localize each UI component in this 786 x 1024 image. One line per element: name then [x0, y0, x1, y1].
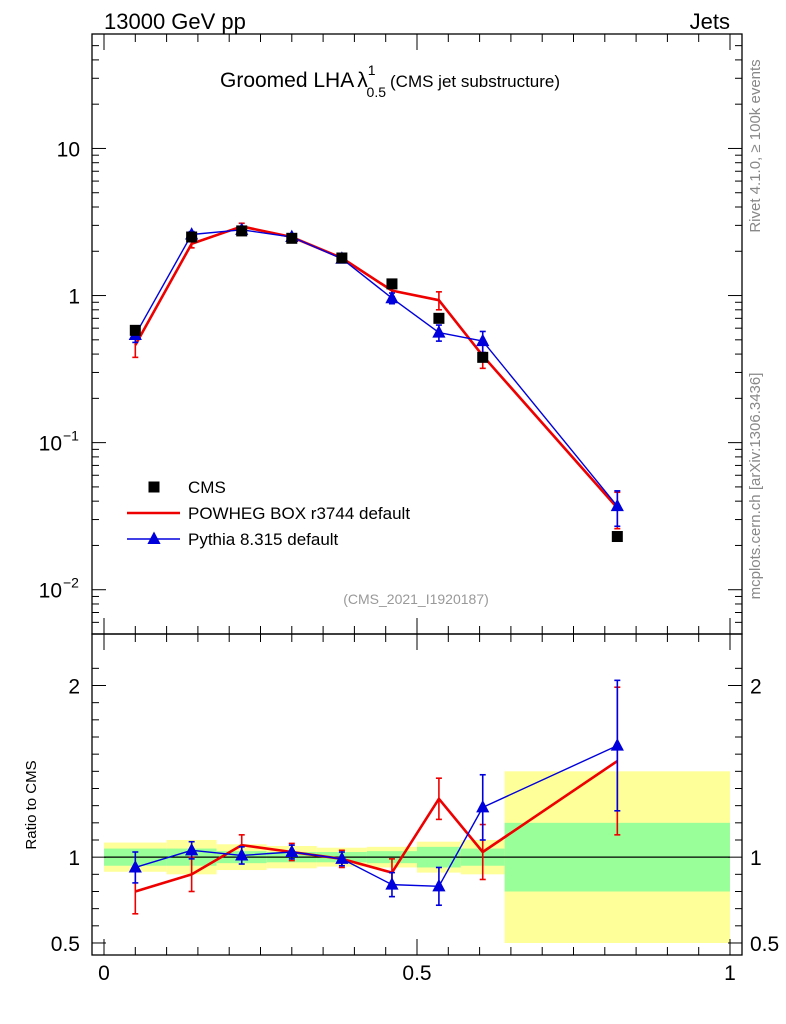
ratio-y-tick-label: 1 — [68, 847, 80, 870]
cms-point — [611, 531, 623, 543]
ratio-ylabel: Ratio to CMS — [23, 760, 40, 849]
pythia-ratio-point — [185, 842, 199, 856]
chart-title-symbol: λ — [357, 69, 368, 92]
legend-marker-pythia — [147, 531, 161, 545]
top-y-tick-exponent: −2 — [63, 575, 79, 591]
chart-title-sub: 0.5 — [367, 84, 387, 100]
analysis-tag: (CMS_2021_I1920187) — [343, 591, 489, 607]
uncertainty-bands — [104, 771, 730, 943]
pythia-ratio-point — [285, 844, 299, 858]
x-tick-label: 1 — [724, 962, 736, 985]
x-tick-label: 0 — [98, 962, 110, 985]
pythia-point — [610, 498, 624, 512]
top-y-tick-exponent: −1 — [63, 428, 79, 444]
pythia-point — [432, 325, 446, 338]
cms-point — [386, 278, 398, 290]
x-axis: 0 0.5 1 — [98, 34, 736, 985]
ratio-y-tick-label-right: 1 — [750, 847, 762, 870]
top-series-layer — [128, 222, 624, 543]
pythia-ratio-point — [335, 851, 349, 864]
ratio-y-tick-label-right: 0.5 — [750, 933, 779, 956]
pythia-ratio-point — [235, 847, 249, 861]
header-left: 13000 GeV pp — [104, 9, 246, 34]
pythia-point — [385, 290, 399, 304]
cms-point — [433, 312, 445, 324]
side-label-rivet: Rivet 4.1.0, ≥ 100k events — [747, 59, 764, 232]
pythia-ratio-point — [610, 738, 624, 751]
cms-point — [129, 324, 141, 336]
cms-point — [186, 231, 198, 243]
pythia-point — [476, 333, 490, 347]
chart-title-suffix: (CMS jet substructure) — [390, 72, 560, 91]
cms-point — [236, 225, 248, 237]
powheg-line — [134, 225, 619, 509]
chart-title-main: Groomed LHA — [220, 69, 354, 92]
x-tick-label: 0.5 — [402, 962, 431, 985]
pythia-line — [134, 229, 618, 507]
legend-label: POWHEG BOX r3744 default — [188, 504, 410, 523]
header-right: Jets — [690, 9, 730, 34]
pythia-ratio-point — [128, 860, 142, 873]
cms-point — [477, 351, 489, 363]
ratio-y-tick-label-right: 2 — [750, 675, 762, 698]
pythia-ratio-point — [476, 799, 490, 813]
chart-title-sup: 1 — [368, 62, 376, 78]
ratio-panel: 0.5 0.5 1 1 2 2 Ratio to CMS — [23, 633, 779, 956]
chart-title: Groomed LHA λ1 0.5(CMS jet substructure) — [220, 62, 560, 100]
cms-point — [286, 232, 298, 244]
legend-marker-cms — [148, 481, 160, 493]
top-y-tick-label: 10 — [39, 580, 62, 603]
ratio-y-tick-label: 0.5 — [51, 933, 80, 956]
pythia-ratio-point — [432, 878, 446, 892]
ratio-series-layer — [128, 679, 624, 915]
top-y-tick-label: 10 — [57, 138, 80, 161]
pythia-ratio-point — [385, 877, 399, 890]
ratio-y-tick-label: 2 — [68, 675, 80, 698]
top-y-tick-label: 10 — [39, 433, 62, 456]
legend: CMS POWHEG BOX r3744 default Pythia 8.315 … — [127, 478, 410, 549]
legend-label: CMS — [188, 478, 226, 497]
top-y-tick-label: 1 — [68, 286, 80, 309]
cms-point — [336, 252, 348, 264]
side-label-source: mcplots.cern.ch [arXiv:1306.3436] — [747, 373, 764, 600]
legend-label: Pythia 8.315 default — [188, 530, 339, 549]
